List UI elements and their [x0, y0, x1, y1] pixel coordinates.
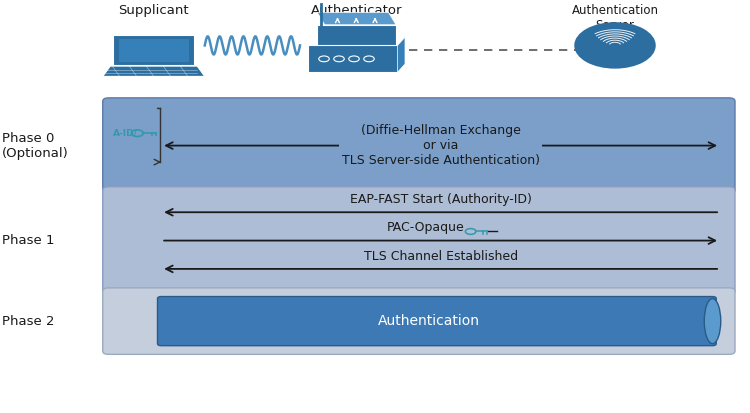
Polygon shape — [398, 37, 405, 72]
Text: Phase 0
(Optional): Phase 0 (Optional) — [2, 132, 68, 159]
Text: A-ID/: A-ID/ — [112, 129, 137, 138]
Ellipse shape — [704, 299, 721, 344]
FancyBboxPatch shape — [308, 45, 398, 72]
Text: Authentication: Authentication — [378, 314, 480, 328]
FancyBboxPatch shape — [103, 98, 735, 193]
FancyBboxPatch shape — [158, 297, 716, 346]
Text: (Diffie-Hellman Exchange
or via
TLS Server-side Authentication): (Diffie-Hellman Exchange or via TLS Serv… — [341, 124, 540, 167]
Text: Authenticator: Authenticator — [310, 4, 402, 17]
Text: TLS Channel Established: TLS Channel Established — [364, 250, 518, 263]
Polygon shape — [317, 12, 396, 25]
FancyBboxPatch shape — [112, 35, 195, 66]
Text: Authentication
Server: Authentication Server — [572, 4, 658, 32]
Text: PAC-Opaque: PAC-Opaque — [387, 221, 464, 234]
FancyBboxPatch shape — [118, 39, 189, 62]
Polygon shape — [103, 66, 205, 76]
Text: Phase 1: Phase 1 — [2, 234, 54, 247]
FancyBboxPatch shape — [103, 187, 735, 294]
Circle shape — [576, 24, 654, 67]
Text: EAP-FAST Start (Authority-ID): EAP-FAST Start (Authority-ID) — [350, 193, 532, 206]
Text: Phase 2: Phase 2 — [2, 315, 54, 328]
Text: Supplicant: Supplicant — [118, 4, 189, 17]
FancyBboxPatch shape — [317, 25, 396, 47]
FancyBboxPatch shape — [103, 288, 735, 354]
